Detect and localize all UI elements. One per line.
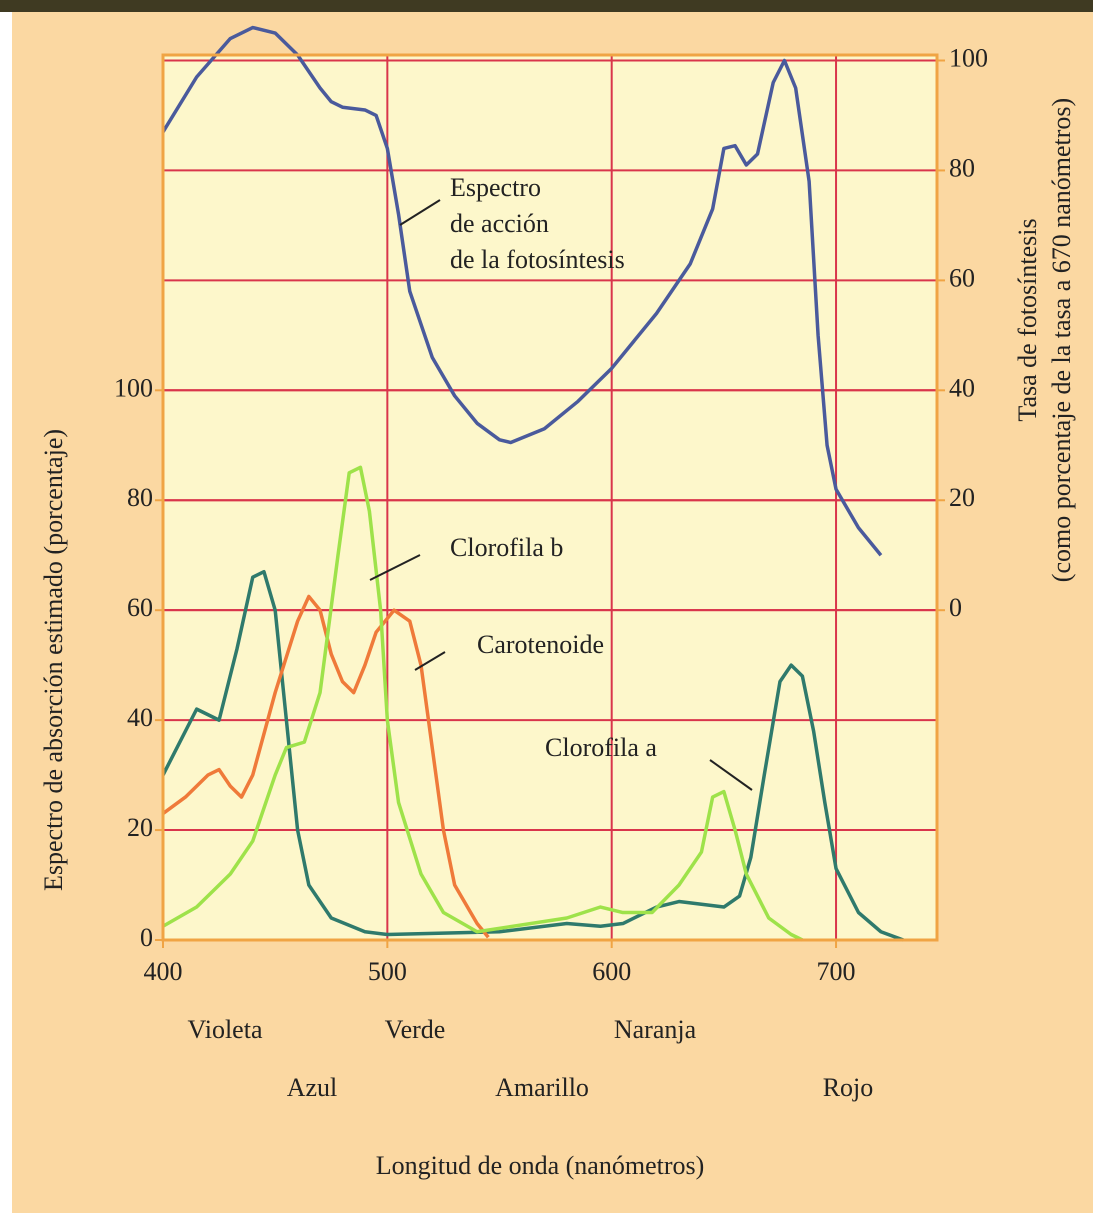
series-label: Clorofila a	[545, 730, 657, 766]
y2-tick-label: 60	[949, 263, 975, 292]
color-band-label: Verde	[385, 1015, 446, 1044]
y-tick-label: 60	[127, 593, 153, 622]
y-axis-label: Espectro de absorción estimado (porcenta…	[39, 429, 68, 891]
color-band-label: Azul	[287, 1073, 338, 1102]
y2-axis-note: (como porcentaje de la tasa a 670 nanóme…	[1047, 98, 1076, 582]
y2-tick-label: 20	[949, 483, 975, 512]
y2-axis-label: Tasa de fotosíntesis	[1013, 218, 1042, 421]
x-tick-label: 500	[368, 957, 407, 986]
color-band-label: Naranja	[614, 1015, 697, 1044]
series-label: Carotenoide	[477, 627, 604, 663]
series-label: Clorofila b	[450, 530, 563, 566]
x-tick-label: 700	[817, 957, 856, 986]
y2-tick-label: 0	[949, 593, 962, 622]
page: Longitud de onda (nanómetros) Espectro d…	[0, 0, 1093, 1213]
y-tick-label: 20	[127, 813, 153, 842]
y2-tick-label: 40	[949, 373, 975, 402]
photo-strip	[0, 0, 1093, 12]
x-tick-label: 600	[592, 957, 631, 986]
y-tick-label: 100	[114, 373, 153, 402]
x-tick-label: 400	[144, 957, 183, 986]
series-label: Espectro de acción de la fotosíntesis	[450, 170, 625, 278]
y2-tick-label: 100	[949, 43, 988, 72]
x-axis-label: Longitud de onda (nanómetros)	[376, 1151, 705, 1180]
y-tick-label: 40	[127, 703, 153, 732]
color-band-label: Rojo	[823, 1073, 874, 1102]
color-band-label: Violeta	[188, 1015, 263, 1044]
color-band-label: Amarillo	[495, 1073, 589, 1102]
y-tick-label: 80	[127, 483, 153, 512]
y2-tick-label: 80	[949, 153, 975, 182]
y-tick-label: 0	[140, 923, 153, 952]
